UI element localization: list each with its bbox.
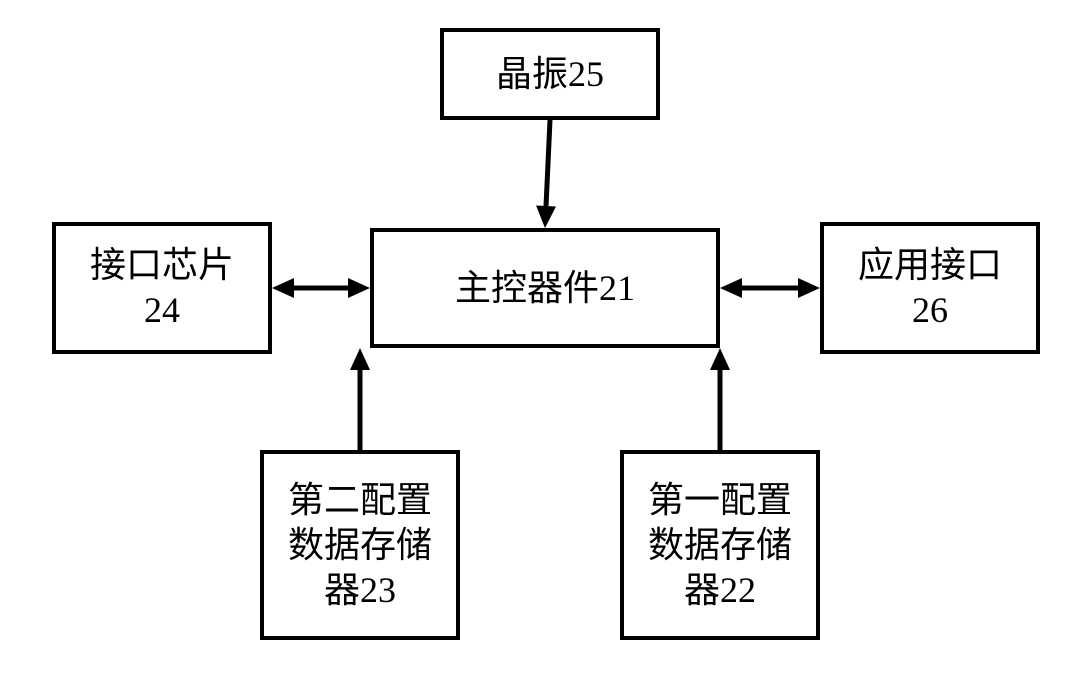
node-center: 主控器件21 <box>370 228 720 348</box>
node-label: 第一配置 数据存储 器22 <box>648 478 792 613</box>
node-label: 主控器件21 <box>455 266 635 311</box>
node-label: 应用接口 26 <box>858 243 1002 333</box>
node-label: 第二配置 数据存储 器23 <box>288 478 432 613</box>
node-bottomLeft: 第二配置 数据存储 器23 <box>260 450 460 640</box>
node-top: 晶振25 <box>440 28 660 120</box>
node-right: 应用接口 26 <box>820 222 1040 354</box>
node-label: 接口芯片 24 <box>90 243 234 333</box>
node-label: 晶振25 <box>496 52 604 97</box>
node-bottomRight: 第一配置 数据存储 器22 <box>620 450 820 640</box>
node-left: 接口芯片 24 <box>52 222 272 354</box>
